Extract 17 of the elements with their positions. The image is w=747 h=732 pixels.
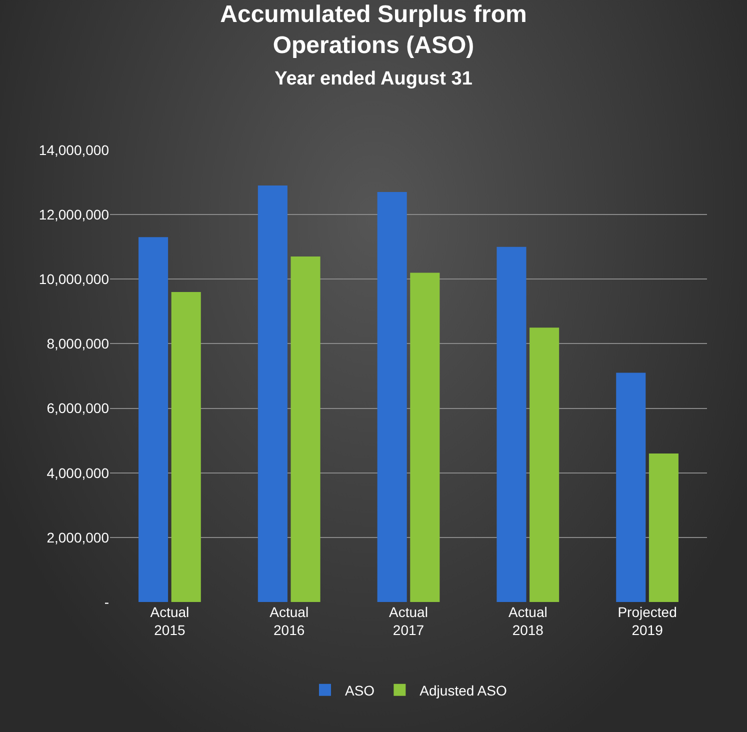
y-tick-label: 8,000,000 xyxy=(46,336,110,352)
y-tick-label: 14,000,000 xyxy=(38,142,110,158)
y-tick-label: 2,000,000 xyxy=(46,529,110,546)
y-tick-label: - xyxy=(104,594,110,610)
x-tick-label: Actual 2017 xyxy=(389,604,428,638)
y-tick-label: 6,000,000 xyxy=(46,400,110,416)
x-tick-label: Actual 2016 xyxy=(270,604,309,638)
legend-label: ASO xyxy=(345,682,375,698)
x-tick-label: Projected 2019 xyxy=(618,604,677,638)
chart-subtitle: Year ended August 31 xyxy=(274,68,473,90)
y-tick-label: 12,000,000 xyxy=(38,206,110,222)
legend-label: Adjusted ASO xyxy=(420,682,507,698)
chart-title: Accumulated Surplus from Operations (ASO) xyxy=(220,0,527,60)
x-tick-label: Actual 2015 xyxy=(150,604,190,638)
y-tick-label: 4,000,000 xyxy=(46,464,110,481)
x-tick-label: Actual 2018 xyxy=(508,604,548,638)
y-tick-label: 10,000,000 xyxy=(38,271,110,288)
